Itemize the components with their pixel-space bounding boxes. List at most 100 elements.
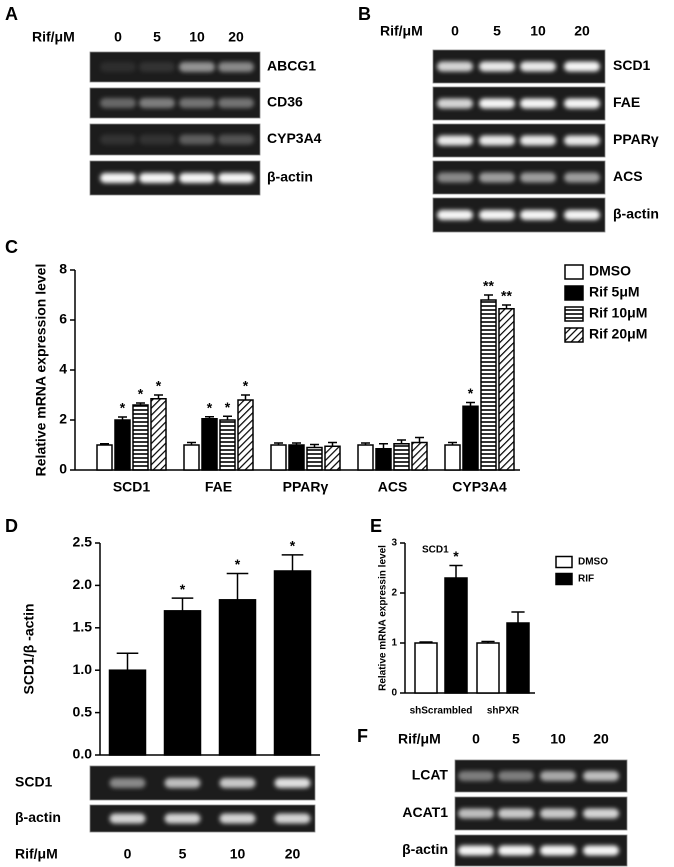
blot-row-label: PPARγ: [613, 131, 659, 147]
y-tick-label: 0: [391, 688, 397, 699]
y-tick-label: 0: [59, 461, 67, 477]
blot-band: [218, 173, 254, 183]
blot-band: [139, 98, 175, 108]
blot-band: [179, 173, 215, 183]
bar: [201, 418, 218, 471]
blot-band: [479, 61, 515, 72]
bar: [218, 599, 257, 756]
significance-mark: *: [235, 556, 241, 572]
significance-mark: *: [180, 581, 186, 597]
blot-band: [564, 135, 600, 146]
lane-label: 0: [114, 29, 122, 45]
x-tick-label: 5: [179, 846, 187, 862]
legend-swatch: [564, 264, 584, 280]
bar: [150, 398, 167, 471]
y-tick-label: 4: [59, 361, 67, 377]
bar: [270, 444, 287, 471]
blot-band: [458, 771, 494, 781]
lane-header: Rif/μM: [380, 23, 423, 39]
y-tick-label: 0.5: [73, 703, 93, 719]
significance-mark: *: [453, 548, 459, 564]
legend-swatch: [555, 572, 573, 586]
bar: [306, 446, 323, 471]
x-tick-label: ACS: [378, 479, 408, 495]
blot-row-label: β-actin: [613, 206, 659, 222]
lane-label: 5: [512, 731, 520, 747]
blot-band: [164, 778, 201, 788]
bar: [163, 610, 202, 756]
y-tick-label: 2: [391, 588, 397, 599]
legend-label: Rif 20μM: [589, 326, 647, 342]
significance-mark: *: [207, 399, 213, 415]
blot-band: [564, 172, 600, 183]
legend-swatch: [564, 327, 584, 343]
panel-letter: E: [370, 516, 382, 536]
y-tick-label: 1: [391, 638, 397, 649]
bar: [237, 399, 254, 471]
blot-band: [520, 61, 556, 72]
blot-band: [540, 771, 576, 781]
bar: [288, 444, 305, 471]
bar: [414, 642, 438, 694]
significance-mark: *: [290, 538, 296, 554]
y-tick-label: 8: [59, 261, 67, 277]
bar: [480, 299, 497, 471]
significance-mark: *: [120, 400, 126, 416]
blot-band: [520, 135, 556, 146]
significance-mark: **: [501, 288, 512, 304]
legend-swatch: [564, 306, 584, 322]
panel-letter: F: [357, 726, 368, 746]
panel-letter: D: [5, 516, 18, 536]
blot-row-label: ACAT1: [402, 804, 448, 820]
y-axis-label: SCD1/β -actin: [21, 603, 37, 694]
blot-band: [139, 173, 175, 183]
blot-band: [218, 134, 254, 145]
y-tick-label: 2.5: [73, 534, 93, 550]
bar: [375, 448, 392, 471]
bar: [114, 419, 131, 471]
bar: [393, 443, 410, 471]
x-tick-label: 20: [285, 846, 301, 862]
blot-band: [179, 98, 215, 108]
x-tick-label: FAE: [205, 479, 232, 495]
bar: [498, 308, 515, 471]
x-tick-label: PPARγ: [283, 479, 329, 495]
lane-label: 0: [451, 23, 459, 39]
blot-band: [437, 135, 473, 146]
blot-band: [479, 172, 515, 183]
blot-band: [458, 845, 494, 856]
panel-letter: C: [5, 237, 18, 257]
blot-row-label: β-actin: [267, 169, 313, 185]
lane-label: 0: [472, 731, 480, 747]
blot-band: [583, 771, 619, 781]
blot-band: [583, 808, 619, 819]
y-tick-label: 6: [59, 311, 67, 327]
y-tick-label: 0.0: [73, 746, 93, 762]
blot-band: [139, 62, 175, 72]
legend-label: RIF: [578, 574, 594, 585]
blot-band: [218, 98, 254, 108]
blot-band: [100, 62, 136, 72]
x-tick-label: shPXR: [487, 706, 520, 717]
blot-band: [164, 813, 201, 824]
blot-band: [139, 134, 175, 145]
blot-band: [520, 98, 556, 109]
blot-row-label: ACS: [613, 168, 643, 184]
y-tick-label: 2: [59, 411, 67, 427]
significance-mark: *: [138, 386, 144, 402]
y-axis-label: Relative mRNA expression level: [33, 264, 49, 477]
significance-mark: *: [243, 378, 249, 394]
bar: [444, 577, 468, 694]
panel-letter: A: [5, 4, 18, 24]
blot-band: [479, 135, 515, 146]
blot-row-label: CYP3A4: [267, 130, 322, 146]
significance-mark: **: [483, 278, 494, 294]
blot-band: [520, 210, 556, 220]
blot-band: [109, 778, 146, 788]
y-tick-label: 1.0: [73, 661, 93, 677]
chart-title: SCD1: [422, 545, 449, 556]
x-tick-label: SCD1: [113, 479, 151, 495]
significance-mark: *: [156, 378, 162, 394]
y-axis-label: Relative mRNA expressin level: [378, 545, 389, 691]
blot-band: [458, 808, 494, 819]
